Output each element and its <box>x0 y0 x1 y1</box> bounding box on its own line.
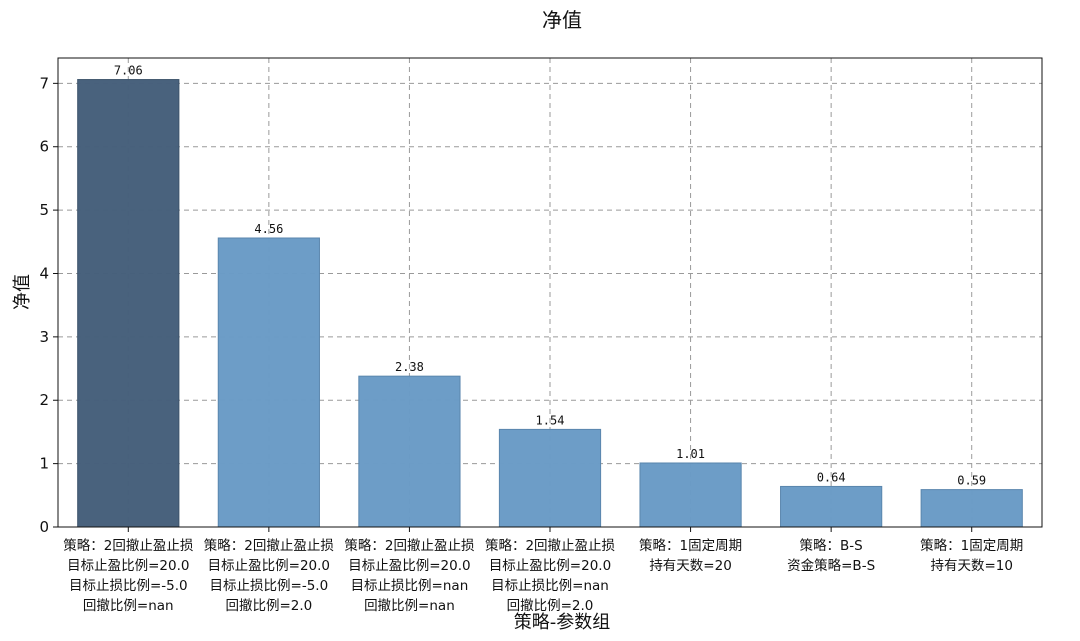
x-tick-label-line: 持有天数=10 <box>930 558 1013 574</box>
bar-4 <box>498 428 602 528</box>
x-tick-label-line: 回撤比例=2.0 <box>225 598 312 614</box>
x-axis-label: 策略-参数组 <box>514 612 611 633</box>
x-tick-label-line: 策略：B-S <box>800 537 863 554</box>
data-label-5: 1.01 <box>676 447 705 461</box>
x-tick-label-line: 策略：2回撤止盈止损 <box>63 537 194 554</box>
y-tick-label: 6 <box>39 138 49 156</box>
x-axis-ticks: 策略：2回撤止盈止损目标止盈比例=20.0 目标止损比例=-5.0 回撤比例=nan… <box>63 527 1023 614</box>
x-tick-label-line: 策略：1固定周期 <box>639 537 742 554</box>
x-tick-label-line: 回撤比例=2.0 <box>507 598 594 614</box>
bar-2 <box>217 237 320 528</box>
x-tick-label-line: 资金策略=B-S <box>787 557 875 574</box>
x-tick-label-line: 目标止损比例=nan <box>351 578 469 594</box>
x-tick-label-line: 目标止损比例=-5.0 <box>69 578 188 594</box>
chart-title: 净值 <box>542 8 582 32</box>
plot-frame <box>57 57 1043 528</box>
x-tick-label-7: 策略：1固定周期持有天数=10 <box>920 537 1023 574</box>
x-tick-label-line: 回撤比例=nan <box>83 598 174 614</box>
bar-5 <box>639 462 742 528</box>
bar-7 <box>920 489 1023 528</box>
x-tick-label-line: 策略：2回撤止盈止损 <box>344 537 475 554</box>
y-tick-label: 1 <box>39 455 49 473</box>
x-tick-label-line: 目标止盈比例=20.0 <box>208 558 330 574</box>
y-tick-label: 7 <box>39 74 49 92</box>
data-label-4: 1.54 <box>536 413 565 427</box>
y-tick-label: 3 <box>39 328 49 346</box>
x-tick-label-line: 策略：1固定周期 <box>920 537 1023 554</box>
data-label-1: 7.06 <box>114 64 143 78</box>
x-tick-label-line: 目标止损比例=nan <box>491 578 609 594</box>
y-tick-label: 4 <box>39 264 49 282</box>
data-labels: 7.06 4.56 2.38 1.54 1.01 0.64 0.59 <box>114 64 986 488</box>
y-tick-label: 5 <box>39 201 49 219</box>
y-tick-label: 2 <box>39 391 49 409</box>
x-tick-label-1: 策略：2回撤止盈止损目标止盈比例=20.0 目标止损比例=-5.0 回撤比例=nan <box>63 537 194 614</box>
x-tick-label-line: 目标止盈比例=20.0 <box>348 558 470 574</box>
x-tick-label-line: 目标止盈比例=20.0 <box>67 558 189 574</box>
x-tick-label-line: 回撤比例=nan <box>364 598 455 614</box>
x-tick-label-3: 策略：2回撤止盈止损目标止盈比例=20.0 目标止损比例=nan 回撤比例=nan <box>344 537 475 614</box>
bar-3 <box>358 375 461 528</box>
y-axis-ticks: 0 1 2 3 4 5 6 7 <box>39 74 58 536</box>
bars <box>77 79 1023 528</box>
x-tick-label-5: 策略：1固定周期持有天数=20 <box>639 537 742 574</box>
x-tick-label-line: 目标止盈比例=20.0 <box>489 558 611 574</box>
x-tick-label-2: 策略：2回撤止盈止损目标止盈比例=20.0 目标止损比例=-5.0 回撤比例=2.0 <box>204 537 335 614</box>
data-label-3: 2.38 <box>395 360 424 374</box>
y-axis-label: 净值 <box>12 274 33 310</box>
bar-1 <box>77 79 180 528</box>
data-label-2: 4.56 <box>254 222 283 236</box>
x-tick-label-line: 策略：2回撤止盈止损 <box>204 537 335 554</box>
y-tick-label: 0 <box>39 518 49 536</box>
bar-6 <box>780 485 883 528</box>
x-tick-label-4: 策略：2回撤止盈止损目标止盈比例=20.0 目标止损比例=nan 回撤比例=2.0 <box>485 537 616 614</box>
x-tick-label-line: 持有天数=20 <box>649 558 732 574</box>
data-label-6: 0.64 <box>817 470 846 484</box>
x-tick-label-line: 目标止损比例=-5.0 <box>210 578 329 594</box>
x-tick-label-line: 策略：2回撤止盈止损 <box>485 537 616 554</box>
data-label-7: 0.59 <box>957 474 986 488</box>
x-tick-label-6: 策略：B-S 资金策略=B-S <box>787 537 875 574</box>
